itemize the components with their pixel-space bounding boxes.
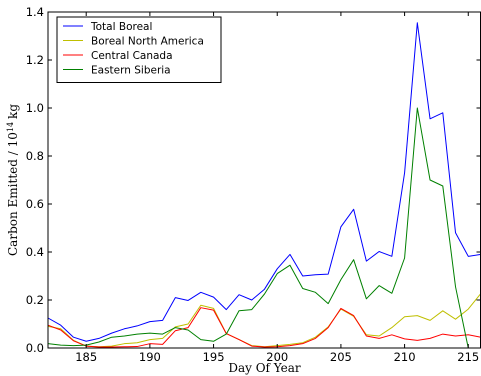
series-lines [47,22,481,349]
y-axis-title-main: Carbon Emitted / 10 [6,132,20,256]
y-tick-label: 1.2 [26,53,44,67]
x-axis-ticks: 185 190 195 200 205 210 215 [75,12,479,364]
y-tick-label: 1.0 [26,101,44,115]
legend-label-3: Eastern Siberia [91,65,171,77]
y-tick-label: 0.0 [26,341,44,355]
y-axis-ticks: 0.0 0.2 0.4 0.6 0.8 1.0 1.2 1.4 [26,5,481,355]
y-tick-label: 0.6 [26,197,44,211]
x-axis-title: Day Of Year [228,361,301,375]
series-line-0 [47,22,481,342]
y-axis-title: Carbon Emitted / 1014 kg [6,104,21,256]
y-tick-label: 1.4 [26,5,44,19]
x-tick-label: 205 [330,350,352,364]
series-line-3 [47,107,481,349]
x-tick-label: 190 [139,350,161,364]
x-tick-label: 185 [75,350,97,364]
x-tick-label: 200 [266,350,288,364]
x-tick-label: 215 [457,350,479,364]
y-tick-label: 0.4 [26,245,44,259]
y-tick-label: 0.2 [26,293,44,307]
x-tick-label: 195 [203,350,225,364]
x-tick-label: 210 [394,350,416,364]
legend-label-2: Central Canada [91,50,173,62]
series-line-2 [47,307,481,348]
y-tick-label: 0.8 [26,149,44,163]
y-axis-title-exponent: 14 [6,122,15,132]
legend-label-0: Total Boreal [90,21,152,33]
y-axis-title-unit: kg [6,104,20,119]
legend-box [56,16,222,83]
legend: Total Boreal Boreal North America Central … [56,16,222,83]
legend-label-1: Boreal North America [91,36,204,48]
series-line-1 [47,292,481,348]
